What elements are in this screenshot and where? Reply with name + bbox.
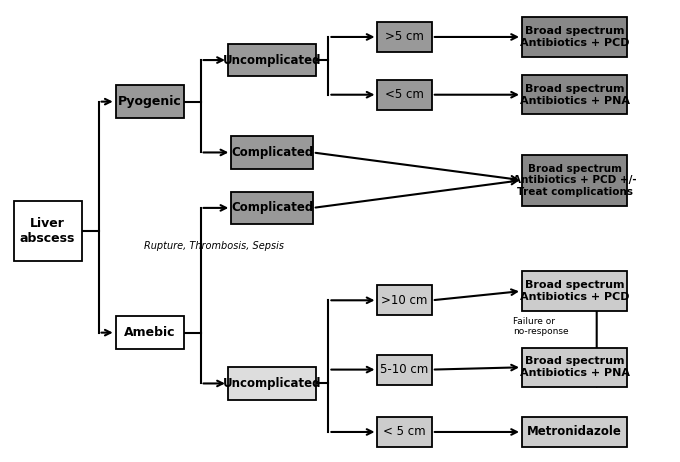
FancyBboxPatch shape [377, 355, 432, 384]
Text: >10 cm: >10 cm [381, 294, 428, 307]
FancyBboxPatch shape [231, 192, 313, 224]
Text: 5-10 cm: 5-10 cm [381, 363, 428, 376]
Text: Pyogenic: Pyogenic [118, 95, 182, 108]
Text: <5 cm: <5 cm [385, 88, 424, 101]
FancyBboxPatch shape [377, 79, 432, 109]
FancyBboxPatch shape [116, 85, 184, 118]
FancyBboxPatch shape [116, 316, 184, 349]
FancyBboxPatch shape [228, 44, 316, 76]
Text: Uncomplicated: Uncomplicated [223, 377, 321, 390]
Text: Liver
abscess: Liver abscess [20, 217, 75, 245]
Text: < 5 cm: < 5 cm [384, 426, 426, 438]
Text: Broad spectrum
Antibiotics + PCD: Broad spectrum Antibiotics + PCD [520, 26, 630, 48]
Text: >5 cm: >5 cm [385, 30, 424, 43]
Text: Broad spectrum
Antibiotics + PNA: Broad spectrum Antibiotics + PNA [520, 84, 630, 105]
Text: Broad spectrum
Antibiotics + PNA: Broad spectrum Antibiotics + PNA [520, 357, 630, 378]
Text: Failure or
no-response: Failure or no-response [513, 317, 569, 336]
FancyBboxPatch shape [522, 347, 627, 387]
Text: Metronidazole: Metronidazole [527, 426, 622, 438]
FancyBboxPatch shape [522, 75, 627, 114]
FancyBboxPatch shape [228, 367, 316, 400]
Text: Complicated: Complicated [231, 201, 313, 214]
FancyBboxPatch shape [522, 271, 627, 310]
FancyBboxPatch shape [377, 22, 432, 52]
FancyBboxPatch shape [522, 155, 627, 206]
FancyBboxPatch shape [522, 417, 627, 447]
Text: Complicated: Complicated [231, 146, 313, 159]
Text: Uncomplicated: Uncomplicated [223, 54, 321, 67]
Text: Amebic: Amebic [124, 326, 175, 339]
FancyBboxPatch shape [377, 285, 432, 315]
FancyBboxPatch shape [231, 136, 313, 169]
Text: Broad spectrum
Antibiotics + PCD +/-
Treat complications: Broad spectrum Antibiotics + PCD +/- Tre… [513, 164, 636, 197]
Text: Broad spectrum
Antibiotics + PCD: Broad spectrum Antibiotics + PCD [520, 280, 630, 302]
Text: Rupture, Thrombosis, Sepsis: Rupture, Thrombosis, Sepsis [144, 241, 284, 251]
FancyBboxPatch shape [14, 201, 82, 261]
FancyBboxPatch shape [377, 417, 432, 447]
FancyBboxPatch shape [522, 17, 627, 56]
